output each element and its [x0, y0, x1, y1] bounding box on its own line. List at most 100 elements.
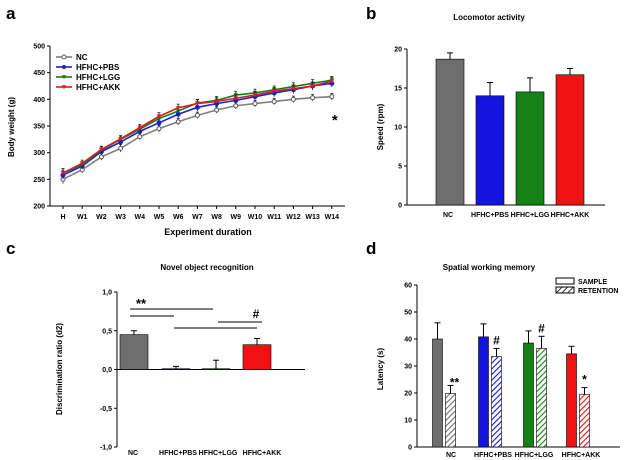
x-tick-label: W5 — [154, 214, 165, 221]
data-point — [329, 79, 335, 84]
y-tick-label: 5 — [398, 164, 402, 171]
y-tick-label: 20 — [404, 391, 412, 398]
data-point — [271, 89, 277, 94]
data-point — [118, 145, 124, 151]
panel-letter-a: a — [6, 4, 16, 23]
y-tick-label: 0,5 — [102, 328, 112, 335]
x-tick-label: HFHC+PBS — [159, 450, 197, 457]
significance-marker: ** — [450, 375, 460, 389]
x-tick-label: W6 — [173, 214, 184, 221]
data-point — [156, 114, 162, 119]
data-point — [175, 119, 181, 125]
panel-a-ylabel: Body weight (g) — [7, 97, 16, 157]
x-tick-label: NC — [443, 212, 453, 219]
x-tick-label: W14 — [325, 214, 340, 221]
x-tick-label: W11 — [267, 214, 281, 221]
series-line-2 — [62, 79, 332, 174]
bar-0 — [119, 334, 149, 370]
bar-1 — [161, 368, 191, 370]
legend-marker — [61, 85, 67, 90]
significance-marker: # — [538, 321, 545, 335]
bar-2 — [515, 91, 545, 206]
x-tick-label: HFHC+LGG — [199, 450, 238, 457]
bar-sample-1 — [478, 336, 489, 448]
panel-d-title: Spatial working memory — [443, 263, 536, 272]
panel-c-title: Novel object recognition — [160, 263, 253, 272]
bar-sample-3 — [566, 353, 577, 448]
legend-label: SAMPLE — [578, 279, 608, 286]
y-tick-label: 60 — [404, 283, 412, 290]
y-tick-label: 400 — [33, 97, 45, 104]
x-tick-label: W10 — [248, 214, 263, 221]
bar-2 — [201, 368, 231, 370]
bar-retention-3 — [579, 394, 590, 448]
bar-sample-0 — [432, 338, 443, 448]
data-point — [310, 84, 315, 89]
legend-label: HFHC+PBS — [76, 63, 120, 72]
x-tick-label: HFHC+AKK — [562, 452, 601, 459]
y-tick-label: -1,0 — [100, 445, 112, 452]
x-tick-label: W9 — [231, 214, 242, 221]
significance-marker: * — [582, 373, 587, 387]
bar-1 — [475, 95, 505, 206]
bar-retention-0 — [445, 393, 456, 448]
y-tick-label: 200 — [33, 204, 45, 211]
legend-swatch-sample — [555, 277, 575, 285]
x-tick-label: W3 — [115, 214, 126, 221]
data-point — [290, 96, 296, 102]
series-line-1 — [62, 82, 332, 176]
significance-marker: # — [493, 333, 500, 347]
panel-b-ylabel: Speed (rpm) — [376, 103, 385, 150]
data-point — [194, 112, 200, 118]
x-tick-label: HFHC+PBS — [471, 212, 509, 219]
panel-b-title: Locomotor activity — [453, 13, 525, 22]
legend-marker — [62, 65, 66, 69]
y-tick-label: 10 — [404, 418, 412, 425]
data-point — [79, 161, 85, 166]
legend-swatch-retention — [555, 286, 575, 294]
y-tick-label: 0,0 — [102, 367, 112, 374]
legend-marker — [61, 54, 67, 60]
x-tick-label: HFHC+PBS — [474, 452, 512, 459]
legend-label: HFHC+LGG — [76, 73, 120, 82]
data-point — [175, 106, 181, 111]
y-tick-label: 300 — [33, 150, 45, 157]
x-tick-label: HFHC+LGG — [511, 212, 550, 219]
y-tick-label: 40 — [404, 337, 412, 344]
legend-label: NC — [76, 53, 88, 62]
series-line-3 — [62, 80, 332, 174]
data-point — [99, 147, 104, 152]
data-point — [156, 126, 162, 132]
x-tick-label: HFHC+LGG — [515, 452, 554, 459]
panel-a-line-chart: 200 250 300 350 400 450 500 H W1 W2 W3 W4 W5 W6 W7 W8 W9… — [33, 44, 345, 221]
y-tick-label: 500 — [33, 44, 45, 51]
y-tick-label: 1,0 — [102, 290, 112, 297]
bar-retention-2 — [536, 348, 547, 448]
bar-3 — [555, 74, 585, 206]
y-tick-label: 20 — [394, 47, 402, 54]
y-tick-label: -0,5 — [100, 406, 112, 413]
significance-marker: ** — [136, 296, 147, 311]
legend-label: HFHC+AKK — [76, 83, 120, 92]
y-tick-label: 10 — [394, 125, 402, 132]
bar-sample-2 — [523, 342, 534, 448]
x-tick-label: NC — [128, 450, 138, 457]
bar-3 — [242, 344, 272, 370]
legend-label: RETENTION — [578, 288, 618, 295]
bar-0 — [435, 58, 465, 206]
panel-c-ylabel: Discrimination ratio (d2) — [55, 323, 64, 415]
data-point — [137, 125, 143, 130]
data-point — [310, 95, 316, 101]
panel-d-ylabel: Latency (s) — [376, 348, 385, 391]
y-tick-label: 450 — [33, 70, 45, 77]
data-point — [271, 98, 277, 104]
x-tick-label: H — [60, 214, 65, 221]
x-tick-label: W12 — [286, 214, 301, 221]
panel-d-bar-chart: 0 10 20 30 40 50 60 ** NC # HFHC+PBS # HFHC+LGG * HFHC… — [404, 277, 620, 459]
panel-c-bar-chart: -1,0 -0,5 0,0 0,5 1,0 NC HFHC+PBS HFHC+LGG HFHC+… — [100, 290, 305, 457]
data-point — [60, 171, 66, 176]
x-tick-label: NC — [446, 452, 456, 459]
y-tick-label: 0 — [408, 445, 412, 452]
panel-letter-c: c — [6, 239, 15, 258]
data-point — [252, 101, 258, 107]
